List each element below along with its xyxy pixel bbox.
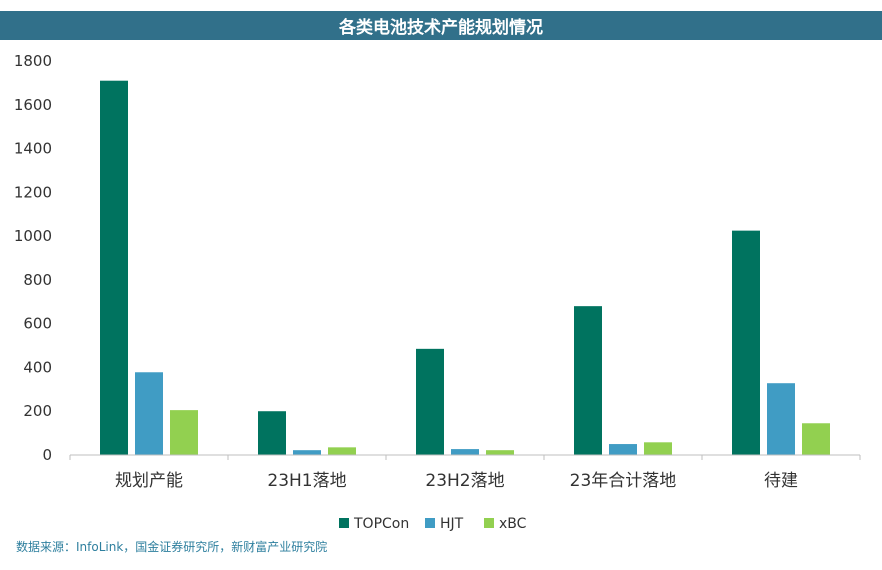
category-label: 23年合计落地	[570, 471, 677, 491]
y-tick-label: 1600	[14, 96, 52, 114]
y-tick-label: 1200	[14, 183, 52, 201]
x-axis: 规划产能 23H1落地 23H2落地 23年合计落地 待建	[69, 454, 861, 491]
y-tick-label: 1000	[14, 227, 52, 245]
legend-swatch-xbc	[484, 518, 494, 528]
y-tick-label: 200	[23, 402, 52, 420]
chart-title: 各类电池技术产能规划情况	[0, 11, 882, 40]
bar-xbc-2	[486, 450, 514, 455]
bar-xbc-0	[170, 410, 198, 455]
category-label: 23H1落地	[267, 471, 346, 491]
bar-hjt-4	[767, 383, 795, 455]
bar-topcon-3	[574, 306, 602, 455]
bar-hjt-2	[451, 449, 479, 455]
y-tick-label: 1800	[14, 52, 52, 70]
bar-topcon-0	[100, 80, 128, 455]
legend-swatch-hjt	[425, 518, 435, 528]
y-tick-label: 0	[42, 446, 52, 464]
bar-hjt-0	[135, 372, 163, 455]
category-label: 规划产能	[115, 471, 183, 491]
bar-topcon-1	[258, 411, 286, 455]
bar-topcon-4	[732, 230, 760, 455]
legend-label-hjt: HJT	[440, 516, 464, 532]
y-tick-label: 800	[23, 271, 52, 289]
bar-hjt-3	[609, 444, 637, 455]
bar-xbc-4	[802, 423, 830, 455]
legend-label-topcon: TOPCon	[353, 516, 409, 532]
legend-swatch-topcon	[339, 518, 349, 528]
y-tick-label: 400	[23, 358, 52, 376]
source-note: 数据来源：InfoLink，国金证券研究所，新财富产业研究院	[16, 540, 328, 554]
legend: TOPCon HJT xBC	[339, 516, 527, 532]
category-label: 23H2落地	[425, 471, 504, 491]
legend-label-xbc: xBC	[499, 516, 527, 532]
bar-xbc-3	[644, 442, 672, 455]
y-axis: 0 200 400 600 800 1000 1200 1400 1600 1800	[14, 52, 52, 464]
bar-xbc-1	[328, 447, 356, 455]
y-tick-label: 600	[23, 315, 52, 333]
category-label: 待建	[764, 471, 798, 491]
bar-hjt-1	[293, 450, 321, 455]
bars	[100, 80, 830, 455]
bar-topcon-2	[416, 348, 444, 455]
y-tick-label: 1400	[14, 140, 52, 158]
